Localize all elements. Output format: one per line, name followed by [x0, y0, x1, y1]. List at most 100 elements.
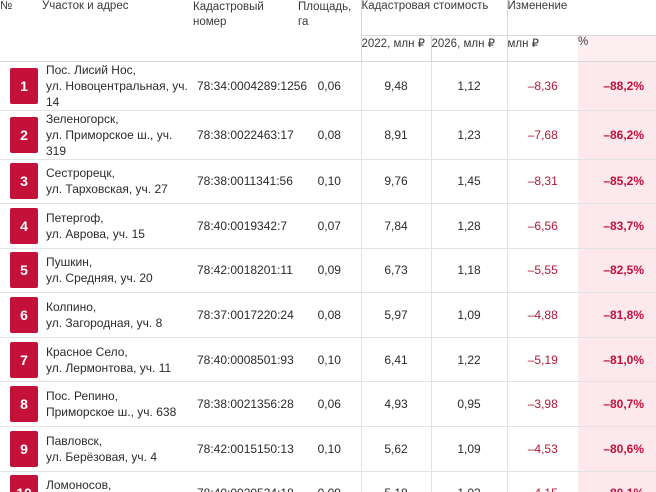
- table-row: 6 Колпино, ул. Загородная, уч. 8 78:37:0017…: [0, 292, 656, 338]
- address-street: ул. Новоцентральная, уч. 14: [46, 78, 188, 109]
- row-number-badge: 3: [10, 163, 38, 200]
- row-number-badge: 4: [10, 207, 38, 244]
- address-cell: Ломоносов,ул. Рубакина, уч. 6: [42, 471, 193, 492]
- value-2022-cell: 6,41: [360, 337, 431, 383]
- address-cell: Пос. Лисий Нос, ул. Новоцентральная, уч. …: [42, 61, 193, 111]
- address-street: ул. Загородная, уч. 8: [46, 316, 163, 331]
- cadastral-number-cell: 78:34:0004289:1256: [193, 61, 307, 111]
- address-city: Сестрорецк,: [46, 166, 115, 181]
- cadastral-number-cell: 78:38:0021356:28: [193, 381, 298, 428]
- change-pct-cell: –80,7%: [578, 381, 656, 428]
- value-2026-cell: 1,09: [430, 426, 508, 472]
- row-number-cell: 1: [0, 61, 42, 111]
- value-2022-cell: 9,76: [360, 159, 431, 205]
- header-num: №: [0, 0, 42, 62]
- address-city: Пос. Репино,: [46, 389, 118, 404]
- cadastral-number-cell: 78:40:0019342:7: [193, 203, 298, 249]
- table-row: 10Ломоносов,ул. Рубакина, уч. 678:40:002…: [0, 471, 656, 492]
- address-street: ул. Лермонтова, уч. 11: [46, 360, 172, 375]
- row-number-cell: 3: [0, 159, 42, 205]
- table-row: 7 Красное Село, ул. Лермонтова, уч. 11 78:4…: [0, 337, 656, 383]
- change-mln-cell: –4,53: [506, 426, 579, 472]
- value-2022-cell: 7,84: [360, 203, 431, 249]
- change-mln-cell: –4,88: [506, 292, 579, 338]
- address-cell: Павловск, ул. Берёзовая, уч. 4: [42, 426, 193, 472]
- header-cadastral-value: Кадастровая стоимость: [360, 0, 508, 36]
- header-value-2022: 2022, млн ₽: [360, 35, 431, 62]
- header-value-2026: 2026, млн ₽: [430, 35, 508, 62]
- value-2022-cell: 5,18: [360, 471, 431, 492]
- row-number-cell: 5: [0, 248, 42, 294]
- table-row: 5 Пушкин, ул. Средняя, уч. 20 78:42:0018201…: [0, 248, 656, 294]
- address-street: Приморское ш., уч. 638: [46, 405, 177, 420]
- value-2026-cell: 1,22: [430, 337, 508, 383]
- address-street: ул. Берёзовая, уч. 4: [46, 449, 158, 464]
- header-area: Площадь, га: [298, 0, 361, 62]
- change-pct-cell: –88,2%: [578, 61, 656, 111]
- cadastral-number-cell: 78:38:0011341:56: [193, 159, 298, 205]
- change-pct-cell: –85,2%: [578, 159, 656, 205]
- address-cell: Красное Село, ул. Лермонтова, уч. 11: [42, 337, 193, 383]
- change-pct-cell: –82,5%: [578, 248, 656, 294]
- address-cell: Пос. Репино, Приморское ш., уч. 638: [42, 381, 193, 428]
- change-mln-cell: –8,36: [506, 61, 579, 111]
- area-cell: 0,08: [298, 110, 361, 160]
- row-number-badge: 9: [10, 430, 38, 467]
- value-2026-cell: 1,03: [430, 471, 508, 492]
- value-2022-cell: 4,93: [360, 381, 431, 428]
- cadastral-number-cell: 78:40:0008501:93: [193, 337, 298, 383]
- row-number-badge: 1: [10, 67, 38, 104]
- address-city: Зеленогорск,: [46, 111, 119, 126]
- area-cell: 0,10: [298, 426, 361, 472]
- area-cell: 0,09: [298, 471, 361, 492]
- value-2026-cell: 1,45: [430, 159, 508, 205]
- value-2026-cell: 1,12: [430, 61, 508, 111]
- value-2022-cell: 5,97: [360, 292, 431, 338]
- cadastral-number-cell: 78:37:0017220:24: [193, 292, 298, 338]
- area-cell: 0,09: [298, 248, 361, 294]
- table-row: 3 Сестрорецк, ул. Тарховская, уч. 27 78:38:…: [0, 159, 656, 205]
- value-2026-cell: 1,23: [430, 110, 508, 160]
- address-street: ул. Средняя, уч. 20: [46, 271, 153, 286]
- header-address: Участок и адрес: [42, 0, 193, 62]
- address-city: Красное Село,: [46, 344, 128, 359]
- row-number-cell: 6: [0, 292, 42, 338]
- change-pct-cell: –80,6%: [578, 426, 656, 472]
- row-number-cell: 9: [0, 426, 42, 472]
- change-pct-cell: –81,8%: [578, 292, 656, 338]
- row-number-cell: 2: [0, 110, 42, 160]
- change-mln-cell: –6,56: [506, 203, 579, 249]
- change-pct-cell: –83,7%: [578, 203, 656, 249]
- value-2022-cell: 9,48: [360, 61, 431, 111]
- area-cell: 0,06: [298, 61, 361, 111]
- value-2022-cell: 5,62: [360, 426, 431, 472]
- change-mln-cell: –5,55: [506, 248, 579, 294]
- address-city: Павловск,: [46, 433, 103, 448]
- address-city: Петергоф,: [46, 210, 104, 225]
- row-number-badge: 6: [10, 297, 38, 334]
- change-mln-cell: –4,15: [506, 471, 579, 492]
- row-number-cell: 10: [0, 471, 42, 492]
- header-change-mln: млн ₽: [506, 35, 579, 62]
- row-number-badge: 5: [10, 252, 38, 289]
- change-mln-cell: –3,98: [506, 381, 579, 428]
- table-row: 4 Петергоф, ул. Аврова, уч. 15 78:40:001934…: [0, 203, 656, 249]
- area-cell: 0,08: [298, 292, 361, 338]
- table-row: 9 Павловск, ул. Берёзовая, уч. 4 78:42:0015…: [0, 426, 656, 472]
- cadastral-number-cell: 78:38:0022463:17: [193, 110, 298, 160]
- value-2026-cell: 0,95: [430, 381, 508, 428]
- row-number-badge: 10: [10, 475, 38, 492]
- address-cell: Сестрорецк, ул. Тарховская, уч. 27: [42, 159, 193, 205]
- address-cell: Зеленогорск, ул. Приморское ш., уч. 319: [42, 110, 193, 160]
- change-pct-cell: –86,2%: [578, 110, 656, 160]
- value-2022-cell: 8,91: [360, 110, 431, 160]
- address-cell: Пушкин, ул. Средняя, уч. 20: [42, 248, 193, 294]
- area-cell: 0,10: [298, 159, 361, 205]
- address-street: ул. Приморское ш., уч. 319: [46, 127, 173, 158]
- address-city: Пос. Лисий Нос,: [46, 62, 136, 77]
- address-cell: Колпино, ул. Загородная, уч. 8: [42, 292, 193, 338]
- table-row: 8 Пос. Репино, Приморское ш., уч. 638 78:38…: [0, 381, 656, 428]
- change-mln-cell: –7,68: [506, 110, 579, 160]
- table-row: 1 Пос. Лисий Нос, ул. Новоцентральная, уч.…: [0, 61, 656, 111]
